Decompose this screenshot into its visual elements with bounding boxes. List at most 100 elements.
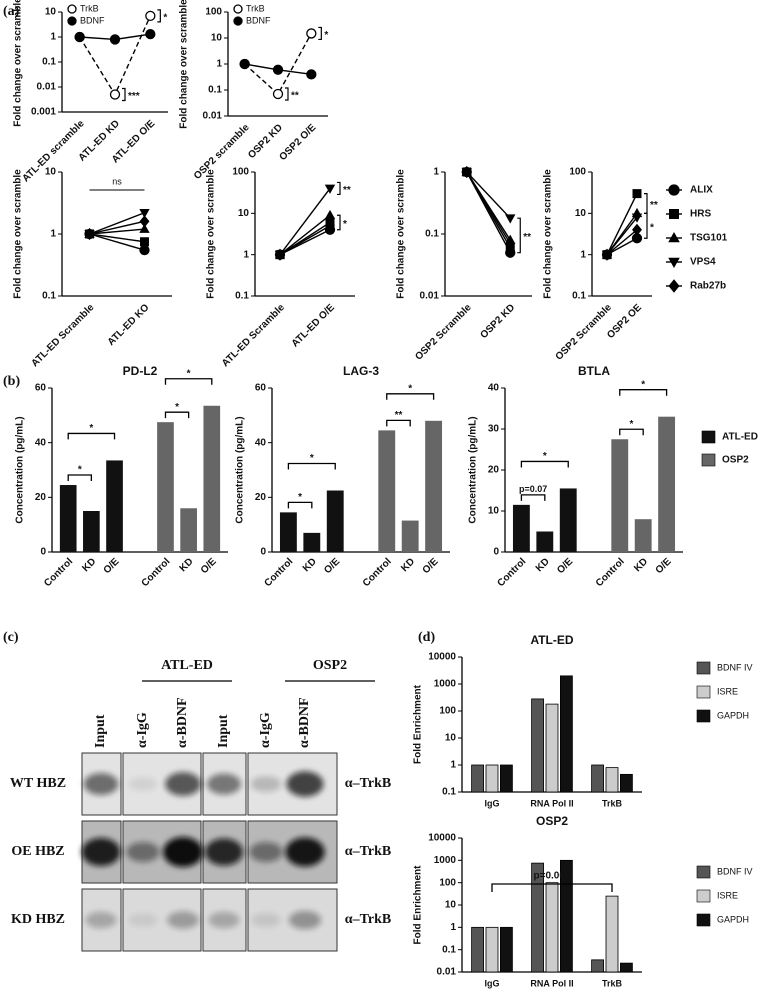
blot-band [165, 772, 201, 796]
x-tick-label: OSP2 KD [478, 302, 517, 341]
bracket [287, 501, 313, 509]
annotation: ns [112, 176, 122, 186]
probe-label: α–TrkB [345, 776, 391, 791]
y-tick-label: 100 [569, 167, 586, 178]
lane-label: α-IgG [135, 712, 150, 748]
bar [485, 764, 499, 793]
bar [378, 430, 396, 552]
row-label: OE HBZ [11, 844, 64, 859]
bracket [164, 411, 190, 419]
y-tick-label: 20 [488, 465, 500, 476]
y-tick-label: 10 [575, 208, 587, 219]
legend-swatch [696, 661, 711, 675]
y-tick-label: 0 [493, 547, 499, 558]
blot-band [204, 838, 244, 866]
bar [545, 703, 559, 793]
x-tick-label: KD [632, 556, 650, 574]
marker [145, 29, 156, 40]
annotation: * [343, 219, 347, 230]
annotation: ** [523, 232, 531, 243]
y-tick-label: 0.1 [42, 291, 56, 302]
y-tick-label: 0.01 [437, 967, 457, 978]
y-axis-label: Fold change over scramble [206, 169, 217, 299]
x-tick-label: O/E [102, 556, 122, 576]
panel-label: (c) [3, 630, 19, 645]
bracket [164, 378, 213, 385]
x-tick-label: Control [594, 556, 627, 589]
blot-band [85, 911, 117, 929]
y-tick-label: 100 [439, 706, 456, 717]
bar [591, 959, 604, 973]
x-tick-label: Control [262, 556, 295, 589]
y-tick-label: 20 [255, 492, 267, 503]
panel-label: (a) [3, 4, 20, 19]
y-tick-label: 0.1 [42, 57, 56, 68]
marker [669, 209, 679, 219]
marker [668, 184, 680, 196]
bracket [491, 883, 613, 892]
annotation: ** [650, 200, 658, 211]
series-line [466, 171, 511, 244]
blot-band [288, 910, 322, 930]
series-line [606, 216, 638, 256]
blot-band [167, 911, 199, 929]
marker [631, 213, 643, 223]
marker [272, 64, 284, 75]
bar [620, 962, 633, 973]
probe-label: α–TrkB [345, 844, 391, 859]
marker [139, 244, 150, 256]
bar [83, 511, 100, 552]
legend-swatch [696, 685, 711, 699]
bar [536, 531, 554, 552]
marker [306, 28, 317, 39]
y-tick-label: 0.1 [235, 291, 249, 302]
y-tick-label: 10000 [428, 652, 456, 663]
x-tick-label: RNA Pol II [530, 978, 573, 988]
x-tick-label: TrkB [602, 978, 623, 988]
bar [401, 520, 419, 552]
group-label: OSP2 [313, 658, 347, 673]
annotation: *** [128, 91, 140, 102]
legend-swatch [701, 430, 716, 444]
bracket [318, 26, 322, 41]
row-label: WT HBZ [10, 776, 66, 791]
x-tick-label: KD [534, 556, 552, 574]
bar [605, 767, 619, 793]
row-label: KD HBZ [11, 912, 65, 927]
series-line [244, 33, 312, 96]
y-axis-label: Fold change over scramble [543, 169, 554, 299]
annotation: * [163, 13, 167, 24]
x-tick-label: ATL-ED Scramble [220, 302, 287, 369]
x-tick-label: IgG [485, 798, 500, 808]
bar [605, 895, 619, 973]
x-tick-label: TrkB [602, 798, 623, 808]
bracket [122, 87, 126, 102]
marker [84, 227, 95, 241]
annotation: * [650, 222, 654, 233]
y-axis-label: Concentration (pg/mL) [235, 416, 246, 523]
y-tick-label: 20 [35, 492, 47, 503]
annotation: * [543, 451, 547, 462]
y-tick-label: 10 [488, 506, 500, 517]
y-tick-label: 1 [433, 167, 439, 178]
bar [326, 490, 344, 552]
chart-title: OSP2 [536, 814, 568, 828]
lane-label: α-IgG [258, 712, 273, 748]
blot-band [286, 771, 324, 797]
bracket [157, 9, 161, 23]
marker [109, 34, 121, 45]
marker [602, 248, 612, 261]
y-axis-label: Fold change over scramble [13, 169, 24, 299]
marker [632, 223, 642, 236]
annotation: * [78, 465, 82, 476]
legend-swatch [696, 889, 711, 903]
marker [145, 10, 156, 22]
annotation: * [175, 402, 179, 413]
y-tick-label: 0.01 [203, 111, 223, 122]
bracket [517, 217, 521, 254]
y-tick-label: 0.1 [425, 229, 439, 240]
blot-band [83, 773, 119, 795]
bar [471, 926, 485, 973]
y-tick-label: 0 [260, 547, 266, 558]
y-tick-label: 10000 [428, 833, 456, 844]
